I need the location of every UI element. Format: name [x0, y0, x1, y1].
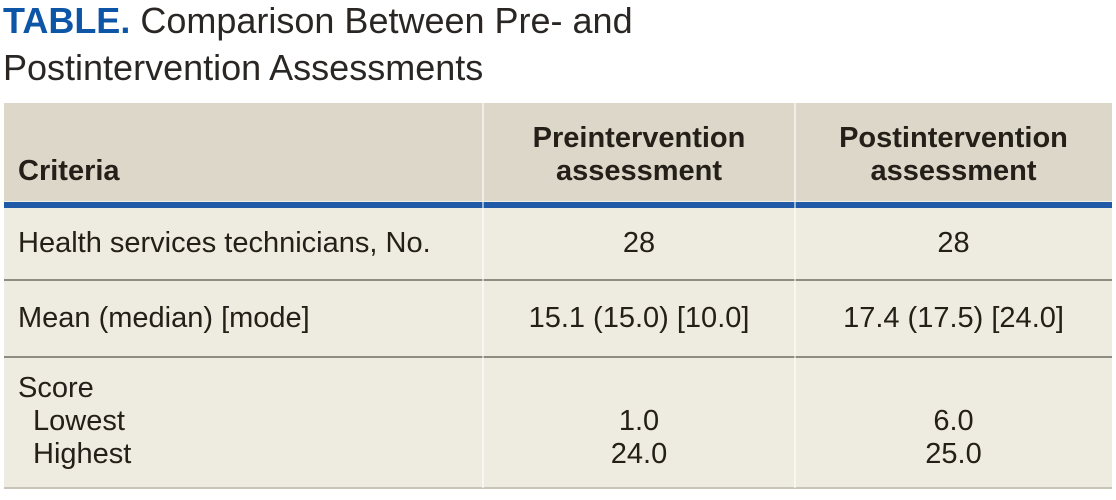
row-criteria: Score — [18, 372, 94, 404]
row-pre-value: 1.0 — [618, 405, 660, 437]
row-criteria: Mean (median) [mode] — [18, 302, 310, 334]
row-pre-value — [483, 372, 795, 405]
table-row: Mean (median) [mode] 15.1 (15.0) [10.0] … — [4, 281, 1112, 356]
row-separator — [4, 279, 1112, 281]
header-blue-rule — [4, 201, 1112, 208]
row-post-value — [795, 372, 1112, 405]
row-criteria: Health services technicians, No. — [18, 227, 431, 259]
row-separator — [4, 356, 1112, 358]
table-title-text: Comparison Between Pre- and Postinterven… — [3, 0, 633, 88]
row-pre-value: 15.1 (15.0) [10.0] — [528, 302, 750, 334]
row-post-value: 25.0 — [925, 438, 982, 470]
row-criteria: Lowest — [33, 405, 125, 437]
column-divider — [482, 103, 484, 488]
table-header-row: Criteria Preintervention assessment Post… — [4, 103, 1112, 201]
table-row-score-group: Score Lowest 1.0 6.0 Highest 24.0 25.0 — [4, 358, 1112, 489]
table-row: Health services technicians, No. 28 28 — [4, 208, 1112, 279]
row-post-value: 6.0 — [933, 405, 974, 437]
score-subrow: Lowest 1.0 6.0 — [4, 405, 1112, 438]
header-criteria: Criteria — [18, 155, 120, 187]
row-pre-value: 28 — [622, 227, 656, 259]
row-pre-value: 24.0 — [610, 438, 668, 470]
row-post-value: 17.4 (17.5) [24.0] — [843, 302, 1064, 334]
table-title: TABLE. Comparison Between Pre- and Posti… — [3, 0, 827, 91]
row-post-value: 28 — [937, 227, 970, 259]
header-postintervention: Postintervention assessment — [839, 122, 1068, 187]
score-subrow: Highest 24.0 25.0 — [4, 438, 1112, 471]
row-criteria: Highest — [33, 438, 132, 470]
score-group-header: Score — [4, 372, 1112, 405]
header-preintervention: Preintervention assessment — [532, 122, 746, 187]
table-title-label: TABLE. — [3, 0, 131, 41]
comparison-table: Criteria Preintervention assessment Post… — [4, 103, 1112, 489]
column-divider — [794, 103, 796, 488]
